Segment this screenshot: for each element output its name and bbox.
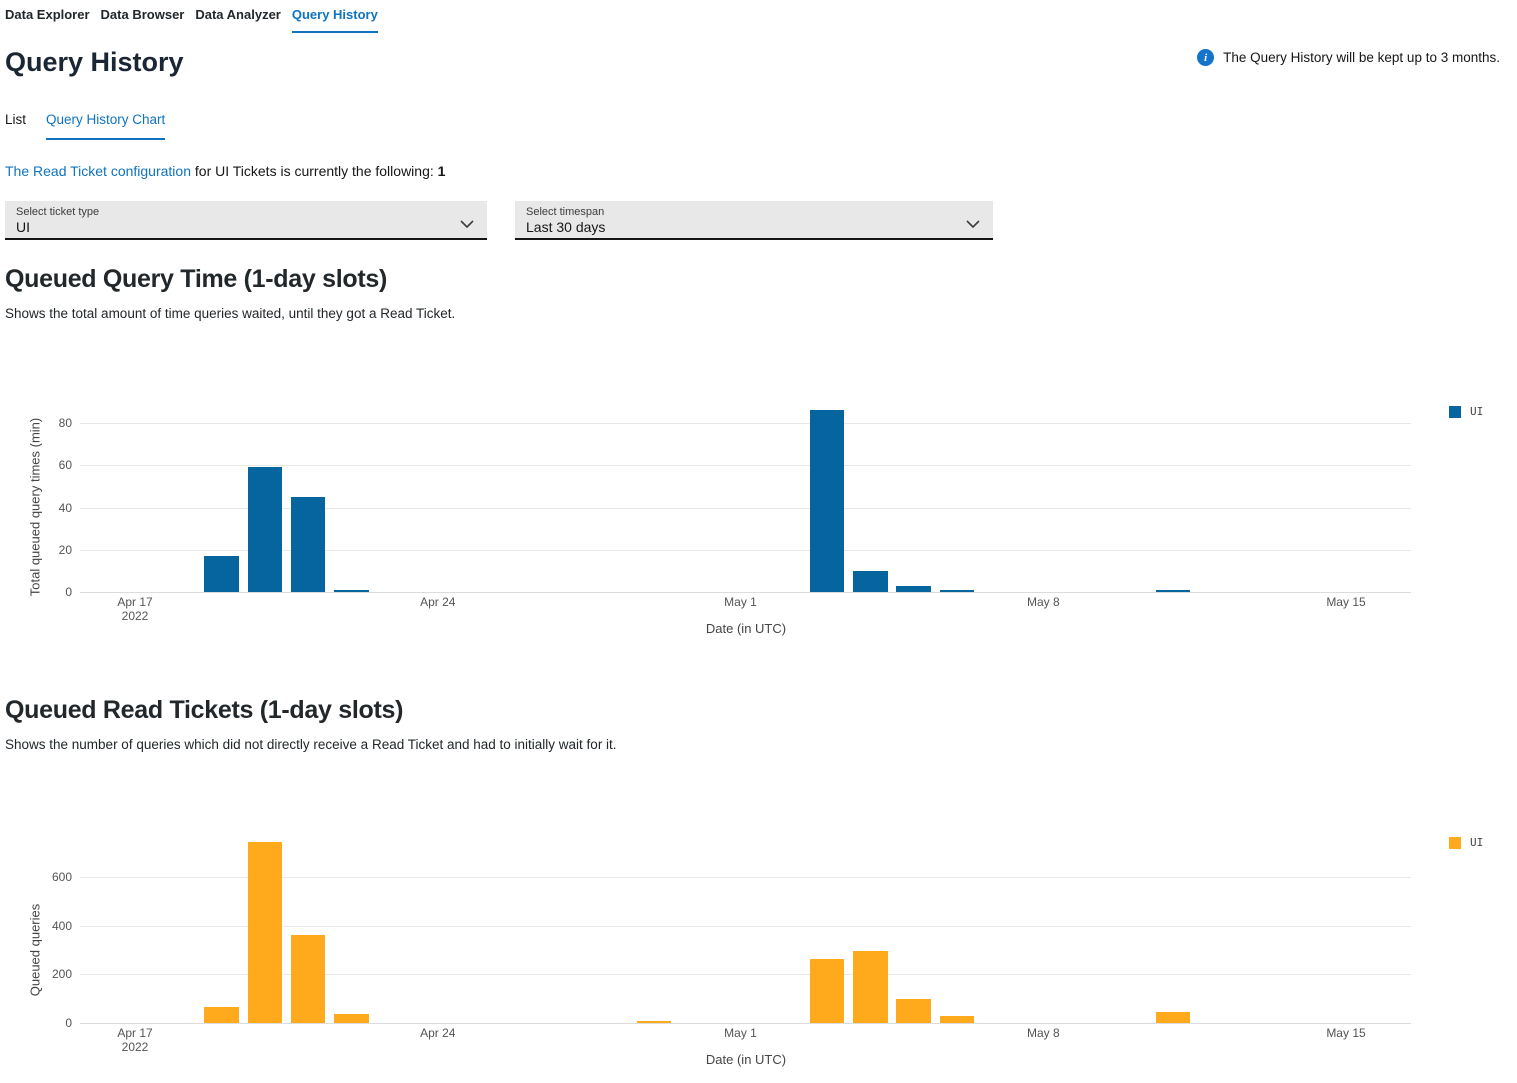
legend-label: UI (1470, 836, 1484, 849)
gridline (80, 974, 1411, 976)
bar[interactable] (334, 1013, 369, 1023)
bar[interactable] (334, 589, 369, 592)
page-title: Query History (5, 47, 184, 77)
gridline (80, 925, 1411, 927)
nav-item-query-history[interactable]: Query History (291, 7, 378, 33)
y-tick-label: 400 (51, 918, 72, 933)
bar[interactable] (809, 959, 845, 1023)
queued-read-tickets-chart: 0 200 400 600 Apr 17 2022 Apr 24 May 1 May 8 May … (0, 820, 1517, 1080)
queued-read-tickets-title: Queued Read Tickets (1-day slots) (5, 696, 404, 724)
legend-item[interactable]: UI (1449, 405, 1483, 418)
timespan-select[interactable]: Select timespan Last 30 days (515, 201, 993, 240)
top-navigation: Data Explorer Data Browser Data Analyzer… (0, 0, 1517, 33)
bar[interactable] (290, 935, 326, 1023)
x-tick-label: Apr 17 2022 (117, 595, 153, 623)
filters-row: Select ticket type UI Select timespan La… (5, 201, 993, 240)
bar[interactable] (247, 467, 282, 592)
y-tick-label: 200 (51, 967, 72, 982)
config-line-value: 1 (437, 163, 446, 179)
x-tick-label: May 15 (1326, 595, 1366, 609)
chevron-down-icon (460, 215, 474, 233)
bar[interactable] (204, 1007, 239, 1023)
tab-list[interactable]: List (5, 112, 27, 127)
gridline (80, 465, 1411, 467)
info-note-text: The Query History will be kept up to 3 m… (1223, 50, 1500, 65)
y-axis-title: Queued queries (27, 903, 43, 997)
bar[interactable] (853, 570, 888, 592)
y-tick-label: 80 (58, 416, 72, 430)
queued-query-time-chart: 0 20 40 60 80 Apr 17 2022 Apr 24 May 1 May 8 May 1… (0, 385, 1517, 645)
chevron-down-icon (966, 215, 980, 233)
ticket-type-label: Select ticket type (16, 206, 100, 218)
gridline (80, 507, 1411, 509)
gridline (80, 549, 1411, 551)
x-axis-title: Date (in UTC) (705, 1052, 787, 1067)
read-ticket-configuration-link[interactable]: The Read Ticket configuration (5, 163, 191, 179)
config-line-text: for UI Tickets is currently the followin… (191, 163, 438, 179)
x-axis-title: Date (in UTC) (705, 621, 787, 636)
bar[interactable] (896, 999, 931, 1023)
queued-read-tickets-subtitle: Shows the number of queries which did no… (5, 737, 617, 752)
y-tick-label: 600 (51, 870, 72, 884)
view-tabs: List Query History Chart (5, 112, 166, 140)
info-note: i The Query History will be kept up to 3… (1197, 49, 1500, 66)
nav-item-data-explorer[interactable]: Data Explorer (5, 7, 90, 22)
queued-query-time-subtitle: Shows the total amount of time queries w… (5, 306, 456, 321)
x-tick-label: May 8 (1026, 595, 1060, 609)
x-tick-label: May 1 (724, 1026, 757, 1040)
ticket-type-value: UI (16, 219, 30, 235)
timespan-value: Last 30 days (526, 219, 606, 235)
legend-item[interactable]: UI (1449, 836, 1483, 849)
legend-swatch (1449, 405, 1461, 418)
nav-item-data-analyzer[interactable]: Data Analyzer (195, 7, 281, 22)
y-tick-label: 40 (58, 500, 72, 515)
bar[interactable] (809, 410, 845, 592)
queued-query-time-title: Queued Query Time (1-day slots) (5, 265, 388, 293)
nav-item-data-browser[interactable]: Data Browser (100, 7, 185, 22)
x-tick-label: Apr 24 (420, 1026, 456, 1040)
bar[interactable] (204, 556, 239, 592)
bar[interactable] (247, 841, 282, 1023)
legend-label: UI (1470, 405, 1484, 418)
x-tick-label: May 1 (724, 595, 757, 609)
gridline (80, 877, 1411, 878)
gridline (80, 592, 1411, 593)
ticket-type-select[interactable]: Select ticket type UI (5, 201, 487, 240)
y-tick-label: 0 (65, 585, 72, 599)
gridline (80, 1023, 1411, 1024)
bar[interactable] (853, 950, 888, 1023)
timespan-label: Select timespan (526, 206, 605, 218)
x-tick-label: May 8 (1026, 1026, 1060, 1040)
bar[interactable] (896, 585, 931, 592)
y-tick-label: 0 (65, 1016, 72, 1030)
y-axis-title: Total queued query times (min) (27, 417, 43, 597)
legend-swatch (1449, 836, 1461, 849)
gridline (80, 423, 1411, 424)
bar[interactable] (1155, 1012, 1191, 1023)
read-ticket-config-line: The Read Ticket configuration for UI Tic… (5, 163, 445, 179)
bar[interactable] (939, 1015, 974, 1023)
bar[interactable] (939, 589, 974, 592)
tab-query-history-chart[interactable]: Query History Chart (46, 112, 166, 140)
info-icon: i (1197, 49, 1215, 66)
x-tick-label: May 15 (1326, 1026, 1366, 1040)
x-tick-label: Apr 17 2022 (117, 1026, 153, 1054)
x-tick-label: Apr 24 (420, 595, 456, 609)
y-tick-label: 60 (58, 458, 72, 473)
y-tick-label: 20 (58, 542, 72, 557)
bar[interactable] (1155, 589, 1191, 592)
bar[interactable] (290, 496, 326, 592)
bar[interactable] (636, 1021, 672, 1023)
